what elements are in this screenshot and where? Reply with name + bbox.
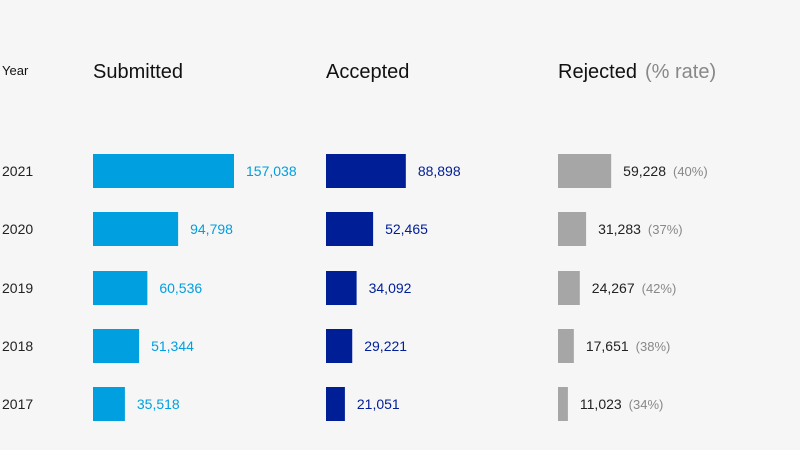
- year-label-2018: 2018: [2, 338, 33, 354]
- submitted-bar-2021: [93, 154, 234, 188]
- accepted-value-2017: 21,051: [357, 396, 400, 412]
- year-label-2019: 2019: [2, 280, 33, 296]
- rejected-rate-2018: (38%): [636, 339, 671, 354]
- rejected-rate-2020: (37%): [648, 222, 683, 237]
- year-label-2021: 2021: [2, 163, 33, 179]
- submitted-value-2017: 35,518: [137, 396, 180, 412]
- submitted-column-header: Submitted: [93, 61, 183, 83]
- accepted-value-2019: 34,092: [369, 280, 412, 296]
- accepted-bar-2017: [326, 387, 345, 421]
- submitted-bar-2020: [93, 212, 179, 246]
- submitted-bar-2017: [93, 387, 125, 421]
- accepted-bar-2019: [326, 271, 357, 305]
- rejected-bar-2020: [558, 212, 587, 246]
- rejected-value-2019: 24,267: [592, 280, 635, 296]
- accepted-value-2018: 29,221: [364, 338, 407, 354]
- rejected-rate-2017: (34%): [629, 397, 664, 412]
- rejected-bar-2018: [558, 329, 574, 363]
- rejected-column-header: Rejected: [558, 61, 637, 83]
- rejected-value-2020: 31,283: [598, 221, 641, 237]
- submitted-value-2020: 94,798: [190, 221, 233, 237]
- submitted-bar-2018: [93, 329, 140, 363]
- rejected-value-2018: 17,651: [586, 338, 629, 354]
- rejected-rate-subheader: (% rate): [645, 61, 716, 83]
- rejected-value-2017: 11,023: [580, 396, 622, 412]
- accepted-value-2020: 52,465: [385, 221, 428, 237]
- year-label-2017: 2017: [2, 396, 33, 412]
- accepted-bar-2021: [326, 154, 406, 188]
- rejected-bar-2021: [558, 154, 612, 188]
- accepted-bar-2020: [326, 212, 374, 246]
- year-label-2020: 2020: [2, 221, 33, 237]
- submitted-value-2019: 60,536: [159, 280, 202, 296]
- accepted-value-2021: 88,898: [418, 163, 461, 179]
- rejected-bar-2017: [558, 387, 568, 421]
- rejected-bar-2019: [558, 271, 580, 305]
- accepted-column-header: Accepted: [326, 61, 409, 83]
- year-column-header: Year: [2, 63, 29, 78]
- submitted-bar-2019: [93, 271, 148, 305]
- rejected-value-2021: 59,228: [623, 163, 666, 179]
- submitted-value-2021: 157,038: [246, 163, 297, 179]
- submitted-value-2018: 51,344: [151, 338, 194, 354]
- rejected-rate-2021: (40%): [673, 164, 708, 179]
- rejected-rate-2019: (42%): [642, 281, 677, 296]
- accepted-bar-2018: [326, 329, 353, 363]
